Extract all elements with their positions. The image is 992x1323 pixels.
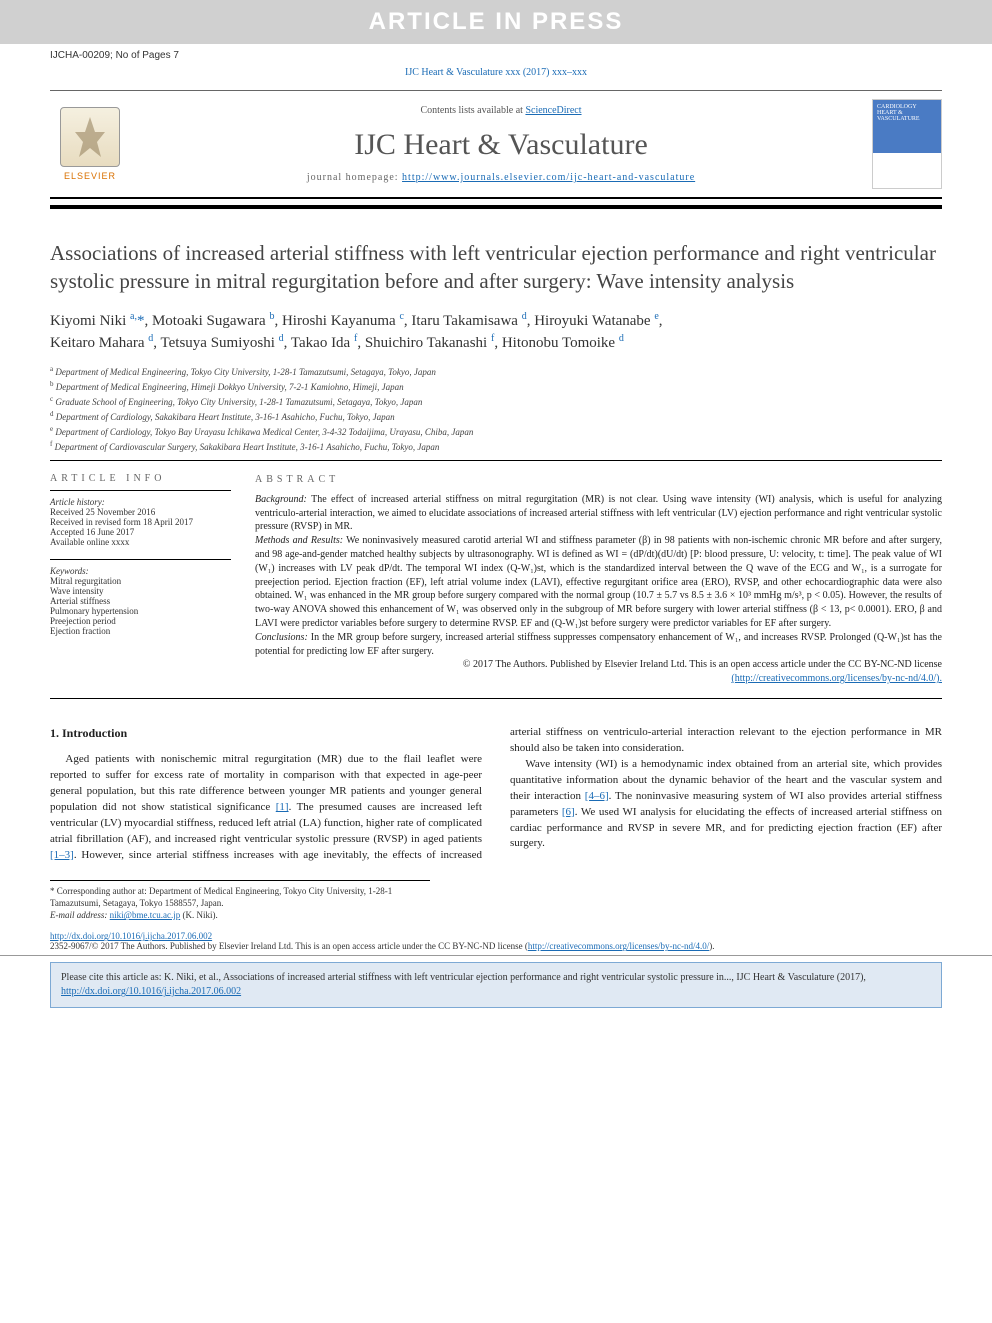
ref-1-3[interactable]: [1–3] xyxy=(50,849,74,861)
license-link[interactable]: (http://creativecommons.org/licenses/by-… xyxy=(255,672,942,686)
doi-link[interactable]: http://dx.doi.org/10.1016/j.ijcha.2017.0… xyxy=(50,931,212,941)
affiliations: a Department of Medical Engineering, Tok… xyxy=(0,354,992,460)
affil-c: c Graduate School of Engineering, Tokyo … xyxy=(50,394,942,409)
bg-text: The effect of increased arterial stiffne… xyxy=(255,494,942,533)
homepage-link[interactable]: http://www.journals.elsevier.com/ijc-hea… xyxy=(402,172,695,183)
elsevier-logo: ELSEVIER xyxy=(50,99,130,189)
publisher-name: ELSEVIER xyxy=(64,171,116,181)
affil-f: f Department of Cardiovascular Surgery, … xyxy=(50,439,942,454)
ref-4-6[interactable]: [4–6] xyxy=(585,790,609,802)
citation-box: Please cite this article as: K. Niki, et… xyxy=(50,962,942,1008)
para-3c: . We used WI analysis for elucidating th… xyxy=(510,806,942,850)
homepage-line: journal homepage: http://www.journals.el… xyxy=(130,172,872,183)
sciencedirect-link[interactable]: ScienceDirect xyxy=(525,105,581,116)
article-title: Associations of increased arterial stiff… xyxy=(0,209,992,310)
abstract-heading: ABSTRACT xyxy=(255,473,942,487)
methods-label: Methods and Results: xyxy=(255,535,343,546)
issn-close: ). xyxy=(709,941,714,951)
corr-text: Corresponding author at: Department of M… xyxy=(50,886,392,908)
cc-link[interactable]: http://creativecommons.org/licenses/by-n… xyxy=(528,941,709,951)
cite-doi-link[interactable]: http://dx.doi.org/10.1016/j.ijcha.2017.0… xyxy=(61,986,241,997)
ref-6[interactable]: [6] xyxy=(562,806,575,818)
received-date: Received 25 November 2016 xyxy=(50,507,231,517)
doc-id: IJCHA-00209; No of Pages 7 xyxy=(50,50,179,61)
authors-line-1: Kiyomi Niki a,*, Motoaki Sugawara b, Hir… xyxy=(50,313,663,329)
history-label: Article history: xyxy=(50,497,231,507)
copyright-line: © 2017 The Authors. Published by Elsevie… xyxy=(255,658,942,672)
article-info: ARTICLE INFO Article history: Received 2… xyxy=(50,473,255,686)
affil-a: a Department of Medical Engineering, Tok… xyxy=(50,364,942,379)
cover-text: CARDIOLOGY HEART & VASCULATURE xyxy=(877,104,920,122)
keywords-label: Keywords: xyxy=(50,566,231,576)
journal-title: IJC Heart & Vasculature xyxy=(130,128,872,162)
bg-label: Background: xyxy=(255,494,307,505)
affil-d: d Department of Cardiology, Sakakibara H… xyxy=(50,409,942,424)
keyword: Ejection fraction xyxy=(50,626,231,636)
cover-thumbnail: CARDIOLOGY HEART & VASCULATURE xyxy=(872,99,942,189)
keyword: Preejection period xyxy=(50,616,231,626)
contents-prefix: Contents lists available at xyxy=(420,105,525,116)
accepted-date: Accepted 16 June 2017 xyxy=(50,527,231,537)
elsevier-tree-icon xyxy=(60,107,120,167)
keyword: Mitral regurgitation xyxy=(50,576,231,586)
abstract: ABSTRACT Background: The effect of incre… xyxy=(255,473,942,686)
homepage-label: journal homepage: xyxy=(307,172,402,183)
methods-text: We noninvasively measured carotid arteri… xyxy=(255,535,942,629)
section-1-heading: 1. Introduction xyxy=(50,725,482,742)
revised-date: Received in revised form 18 April 2017 xyxy=(50,517,231,527)
cite-text: Please cite this article as: K. Niki, et… xyxy=(61,972,866,983)
author-list: Kiyomi Niki a,*, Motoaki Sugawara b, Hir… xyxy=(0,310,992,354)
corresponding-author-note: * Corresponding author at: Department of… xyxy=(50,880,430,921)
keyword: Wave intensity xyxy=(50,586,231,596)
conclusions-label: Conclusions: xyxy=(255,632,308,643)
contents-line: Contents lists available at ScienceDirec… xyxy=(130,105,872,116)
corr-star: * xyxy=(50,886,57,896)
journal-masthead: ELSEVIER Contents lists available at Sci… xyxy=(50,90,942,199)
email-label: E-mail address: xyxy=(50,910,110,920)
doi-block: http://dx.doi.org/10.1016/j.ijcha.2017.0… xyxy=(0,921,992,956)
issn-line: 2352-9067/© 2017 The Authors. Published … xyxy=(50,941,528,951)
keyword: Pulmonary hypertension xyxy=(50,606,231,616)
info-heading: ARTICLE INFO xyxy=(50,473,231,484)
email-suffix: (K. Niki). xyxy=(180,910,218,920)
authors-line-2: Keitaro Mahara d, Tetsuya Sumiyoshi d, T… xyxy=(50,335,624,351)
affil-b: b Department of Medical Engineering, Him… xyxy=(50,379,942,394)
affil-e: e Department of Cardiology, Tokyo Bay Ur… xyxy=(50,424,942,439)
article-body: 1. Introduction Aged patients with nonis… xyxy=(0,699,992,874)
keyword: Arterial stiffness xyxy=(50,596,231,606)
online-date: Available online xxxx xyxy=(50,537,231,547)
email-link[interactable]: niki@bme.tcu.ac.jp xyxy=(110,910,181,920)
running-citation: IJC Heart & Vasculature xxx (2017) xxx–x… xyxy=(0,63,992,90)
ref-1[interactable]: [1] xyxy=(276,801,289,813)
in-press-banner: ARTICLE IN PRESS xyxy=(0,0,992,44)
conclusions-text: In the MR group before surgery, increase… xyxy=(255,632,942,657)
